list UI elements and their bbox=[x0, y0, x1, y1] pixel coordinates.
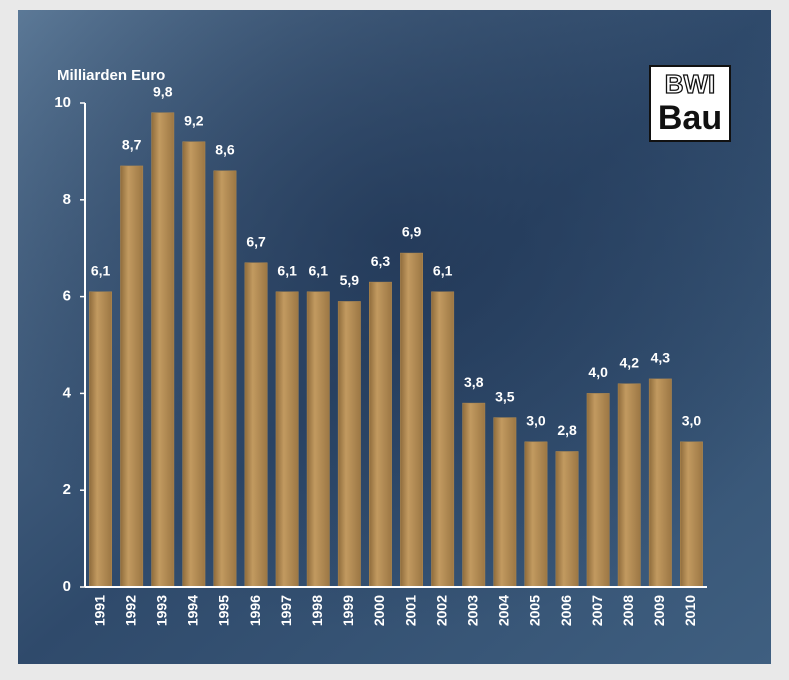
y-tick-label: 8 bbox=[63, 191, 71, 208]
value-label: 6,1 bbox=[277, 262, 297, 278]
x-tick-label: 2010 bbox=[682, 595, 698, 626]
x-tick-label: 2007 bbox=[589, 595, 605, 626]
bar bbox=[152, 113, 174, 587]
logo-text: Bau bbox=[658, 99, 722, 137]
x-tick-label: 2005 bbox=[527, 595, 543, 626]
x-tick-label: 2000 bbox=[371, 595, 387, 626]
value-label: 8,6 bbox=[215, 141, 235, 157]
value-label: 4,0 bbox=[588, 364, 608, 380]
x-tick-label: 1991 bbox=[91, 595, 107, 626]
value-label: 6,9 bbox=[402, 224, 422, 240]
y-tick-label: 6 bbox=[63, 288, 71, 305]
value-label: 4,3 bbox=[651, 350, 671, 366]
bar bbox=[307, 292, 329, 587]
bar bbox=[494, 418, 516, 587]
value-label: 6,7 bbox=[246, 233, 266, 249]
x-tick-label: 2002 bbox=[433, 595, 449, 626]
bar bbox=[649, 379, 671, 587]
x-tick-label: 1999 bbox=[340, 595, 356, 626]
x-tick-label: 1993 bbox=[153, 595, 169, 626]
value-label: 9,2 bbox=[184, 112, 204, 128]
x-tick-label: 1994 bbox=[185, 595, 201, 626]
logo-text: BWI bbox=[665, 69, 716, 99]
bar bbox=[369, 282, 391, 587]
bar bbox=[525, 442, 547, 587]
bar bbox=[618, 384, 640, 587]
bar bbox=[431, 292, 453, 587]
y-tick-label: 4 bbox=[63, 384, 72, 401]
bar bbox=[245, 263, 267, 587]
value-label: 6,1 bbox=[433, 262, 453, 278]
value-label: 6,1 bbox=[91, 262, 111, 278]
x-tick-label: 2004 bbox=[496, 595, 512, 626]
x-tick-label: 1992 bbox=[122, 595, 138, 626]
x-tick-label: 1996 bbox=[247, 595, 263, 626]
x-tick-label: 1997 bbox=[278, 595, 294, 626]
bar bbox=[587, 393, 609, 587]
value-label: 4,2 bbox=[620, 354, 640, 370]
value-label: 3,0 bbox=[682, 413, 702, 429]
x-tick-label: 1998 bbox=[309, 595, 325, 626]
y-axis-label: Milliarden Euro bbox=[57, 67, 165, 84]
x-tick-label: 2008 bbox=[620, 595, 636, 626]
y-tick-label: 0 bbox=[63, 578, 71, 595]
value-label: 6,3 bbox=[371, 253, 391, 269]
bar bbox=[214, 171, 236, 587]
value-label: 5,9 bbox=[340, 272, 360, 288]
value-label: 8,7 bbox=[122, 137, 142, 153]
y-tick-label: 2 bbox=[63, 481, 71, 498]
chart: Milliarden Euro BWI Bau 0 2 4 6 8 10 6,1 1991 8,… bbox=[0, 0, 789, 680]
page: Milliarden Euro BWI Bau 0 2 4 6 8 10 6,1 1991 8,… bbox=[0, 0, 789, 680]
x-tick-label: 2009 bbox=[651, 595, 667, 626]
value-label: 9,8 bbox=[153, 83, 173, 99]
bar bbox=[556, 451, 578, 587]
value-label: 3,5 bbox=[495, 388, 515, 404]
bar bbox=[276, 292, 298, 587]
value-label: 3,0 bbox=[526, 413, 546, 429]
bar bbox=[120, 166, 142, 587]
logo: BWI Bau bbox=[650, 66, 730, 141]
value-label: 3,8 bbox=[464, 374, 484, 390]
bar bbox=[338, 301, 360, 587]
x-tick-label: 1995 bbox=[216, 595, 232, 626]
bar bbox=[400, 253, 422, 587]
bar bbox=[183, 142, 205, 587]
value-label: 2,8 bbox=[557, 422, 577, 438]
bar bbox=[463, 403, 485, 587]
value-label: 6,1 bbox=[309, 262, 329, 278]
y-tick-label: 10 bbox=[54, 94, 71, 111]
bar bbox=[680, 442, 702, 587]
x-tick-label: 2003 bbox=[464, 595, 480, 626]
x-tick-label: 2006 bbox=[558, 595, 574, 626]
x-tick-label: 2001 bbox=[402, 595, 418, 626]
bar bbox=[89, 292, 111, 587]
